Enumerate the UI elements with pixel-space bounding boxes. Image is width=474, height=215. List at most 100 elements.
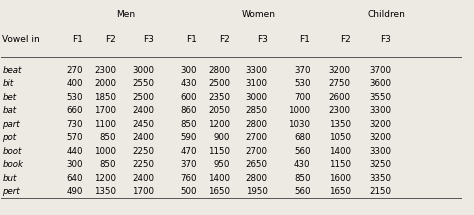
- Text: 660: 660: [66, 106, 83, 115]
- Text: 2650: 2650: [246, 160, 268, 169]
- Text: 1100: 1100: [94, 120, 116, 129]
- Text: 1200: 1200: [94, 174, 116, 183]
- Text: 2050: 2050: [208, 106, 230, 115]
- Text: 700: 700: [294, 93, 310, 102]
- Text: F3: F3: [380, 35, 391, 45]
- Text: 1350: 1350: [94, 187, 116, 197]
- Text: 680: 680: [294, 133, 310, 142]
- Text: F3: F3: [143, 35, 154, 45]
- Text: 560: 560: [294, 147, 310, 156]
- Text: 470: 470: [180, 147, 197, 156]
- Text: 1850: 1850: [94, 93, 116, 102]
- Text: F1: F1: [300, 35, 310, 45]
- Text: 370: 370: [294, 66, 310, 75]
- Text: 1000: 1000: [94, 147, 116, 156]
- Text: F2: F2: [219, 35, 230, 45]
- Text: pot: pot: [2, 133, 17, 142]
- Text: 1030: 1030: [289, 120, 310, 129]
- Text: 2400: 2400: [132, 106, 154, 115]
- Text: F1: F1: [186, 35, 197, 45]
- Text: 2600: 2600: [329, 93, 351, 102]
- Text: 850: 850: [180, 120, 197, 129]
- Text: 3000: 3000: [246, 93, 268, 102]
- Text: 430: 430: [180, 79, 197, 88]
- Text: 1050: 1050: [329, 133, 351, 142]
- Text: but: but: [2, 174, 17, 183]
- Text: F1: F1: [72, 35, 83, 45]
- Text: 590: 590: [180, 133, 197, 142]
- Text: 1700: 1700: [132, 187, 154, 197]
- Text: 850: 850: [294, 174, 310, 183]
- Text: 3200: 3200: [329, 66, 351, 75]
- Text: 760: 760: [180, 174, 197, 183]
- Text: 2500: 2500: [208, 79, 230, 88]
- Text: 1400: 1400: [329, 147, 351, 156]
- Text: 490: 490: [66, 187, 83, 197]
- Text: 1600: 1600: [329, 174, 351, 183]
- Text: 950: 950: [213, 160, 230, 169]
- Text: 3100: 3100: [246, 79, 268, 88]
- Text: 3600: 3600: [369, 79, 391, 88]
- Text: F3: F3: [257, 35, 268, 45]
- Text: pert: pert: [2, 187, 20, 197]
- Text: 530: 530: [294, 79, 310, 88]
- Text: book: book: [2, 160, 23, 169]
- Text: 300: 300: [66, 160, 83, 169]
- Text: 730: 730: [66, 120, 83, 129]
- Text: 2800: 2800: [246, 120, 268, 129]
- Text: 300: 300: [180, 66, 197, 75]
- Text: 1400: 1400: [208, 174, 230, 183]
- Text: 400: 400: [66, 79, 83, 88]
- Text: 3000: 3000: [132, 66, 154, 75]
- Text: 430: 430: [294, 160, 310, 169]
- Text: 3700: 3700: [369, 66, 391, 75]
- Text: 2300: 2300: [94, 66, 116, 75]
- Text: 850: 850: [100, 160, 116, 169]
- Text: 2500: 2500: [132, 93, 154, 102]
- Text: 2800: 2800: [208, 66, 230, 75]
- Text: 1650: 1650: [208, 187, 230, 197]
- Text: 1950: 1950: [246, 187, 268, 197]
- Text: 2700: 2700: [246, 147, 268, 156]
- Text: 3350: 3350: [369, 174, 391, 183]
- Text: 2800: 2800: [246, 174, 268, 183]
- Text: beat: beat: [2, 66, 22, 75]
- Text: 2750: 2750: [329, 79, 351, 88]
- Text: 1150: 1150: [329, 160, 351, 169]
- Text: 1350: 1350: [329, 120, 351, 129]
- Text: 640: 640: [66, 174, 83, 183]
- Text: part: part: [2, 120, 20, 129]
- Text: 3250: 3250: [369, 160, 391, 169]
- Text: 2250: 2250: [132, 160, 154, 169]
- Text: Children: Children: [367, 10, 405, 19]
- Text: 530: 530: [66, 93, 83, 102]
- Text: 1700: 1700: [94, 106, 116, 115]
- Text: 2350: 2350: [208, 93, 230, 102]
- Text: 1000: 1000: [289, 106, 310, 115]
- Text: 3300: 3300: [369, 147, 391, 156]
- Text: 2400: 2400: [132, 133, 154, 142]
- Text: 270: 270: [66, 66, 83, 75]
- Text: 3550: 3550: [369, 93, 391, 102]
- Text: Vowel in: Vowel in: [2, 35, 40, 45]
- Text: Men: Men: [116, 10, 135, 19]
- Text: 1650: 1650: [329, 187, 351, 197]
- Text: 2850: 2850: [246, 106, 268, 115]
- Text: 3300: 3300: [246, 66, 268, 75]
- Text: 3300: 3300: [369, 106, 391, 115]
- Text: 500: 500: [180, 187, 197, 197]
- Text: 560: 560: [294, 187, 310, 197]
- Text: 370: 370: [180, 160, 197, 169]
- Text: bit: bit: [2, 79, 14, 88]
- Text: 600: 600: [180, 93, 197, 102]
- Text: F2: F2: [105, 35, 116, 45]
- Text: 900: 900: [213, 133, 230, 142]
- Text: 2000: 2000: [94, 79, 116, 88]
- Text: 3200: 3200: [369, 120, 391, 129]
- Text: 2450: 2450: [132, 120, 154, 129]
- Text: 440: 440: [66, 147, 83, 156]
- Text: bat: bat: [2, 106, 17, 115]
- Text: 2400: 2400: [132, 174, 154, 183]
- Text: 2550: 2550: [132, 79, 154, 88]
- Text: 1200: 1200: [208, 120, 230, 129]
